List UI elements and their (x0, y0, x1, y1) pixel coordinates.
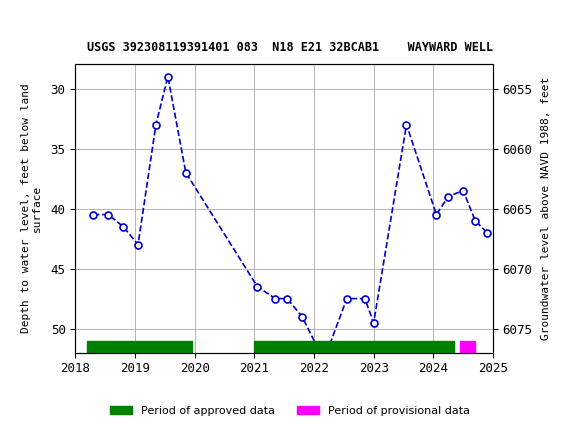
Text: USGS 392308119391401 083  N18 E21 32BCAB1    WAYWARD WELL: USGS 392308119391401 083 N18 E21 32BCAB1… (87, 41, 493, 54)
Y-axis label: Groundwater level above NAVD 1988, feet: Groundwater level above NAVD 1988, feet (541, 77, 551, 340)
Legend: Period of approved data, Period of provisional data: Period of approved data, Period of provi… (106, 401, 474, 420)
Bar (255, 341, 454, 353)
Y-axis label: Depth to water level, feet below land
surface: Depth to water level, feet below land su… (21, 84, 42, 333)
Bar (88, 341, 192, 353)
Bar (460, 341, 475, 353)
Text: ▒USGS: ▒USGS (12, 15, 70, 37)
